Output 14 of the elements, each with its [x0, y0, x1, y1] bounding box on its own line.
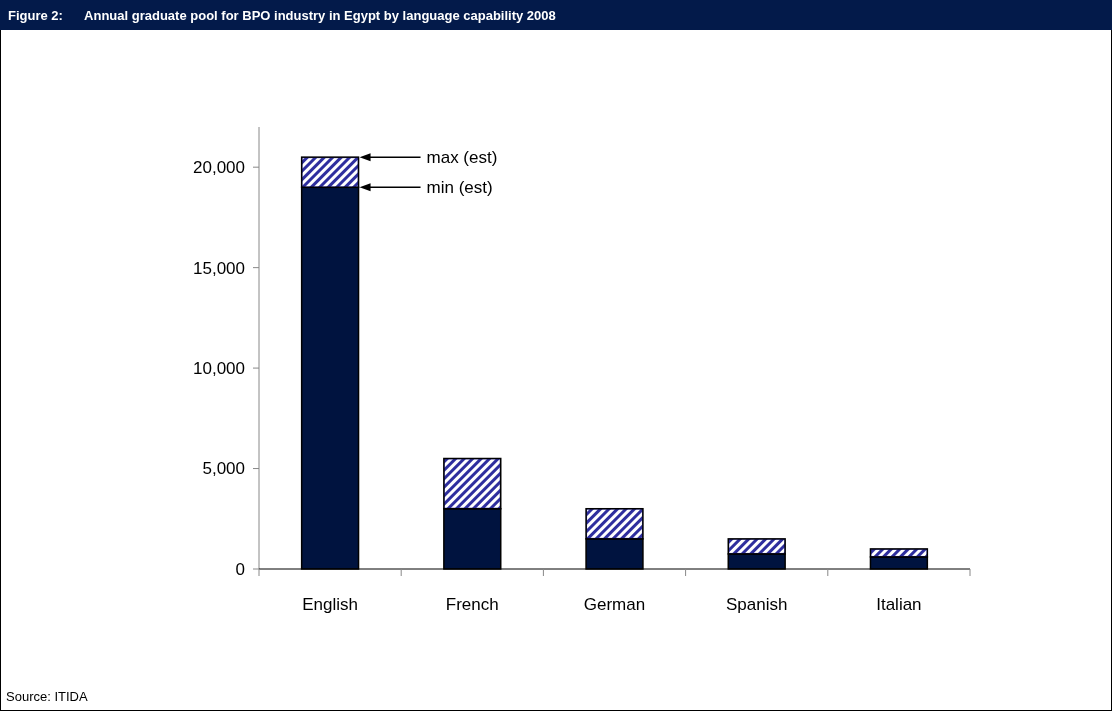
annotation: min (est) [426, 178, 493, 198]
annotation: max (est) [426, 148, 498, 168]
y-tick-label: 20,000 [193, 158, 245, 178]
y-tick-label: 15,000 [193, 258, 245, 278]
chart-title: Figure 2: Annual graduate pool for BPO industry in Egypt by language capability 2008 [8, 8, 556, 23]
x-tick-label: German [583, 595, 646, 614]
y-tick-label: 10,000 [193, 359, 245, 379]
x-tick-label: Spanish [725, 595, 788, 614]
y-tick-label: 0 [235, 559, 245, 579]
x-tick-label: English [302, 595, 358, 614]
source-note: Source: ITIDA [6, 689, 88, 704]
x-tick-label: Italian [876, 595, 922, 614]
x-tick-label: French [445, 595, 499, 614]
y-tick-label: 5,000 [202, 459, 245, 479]
